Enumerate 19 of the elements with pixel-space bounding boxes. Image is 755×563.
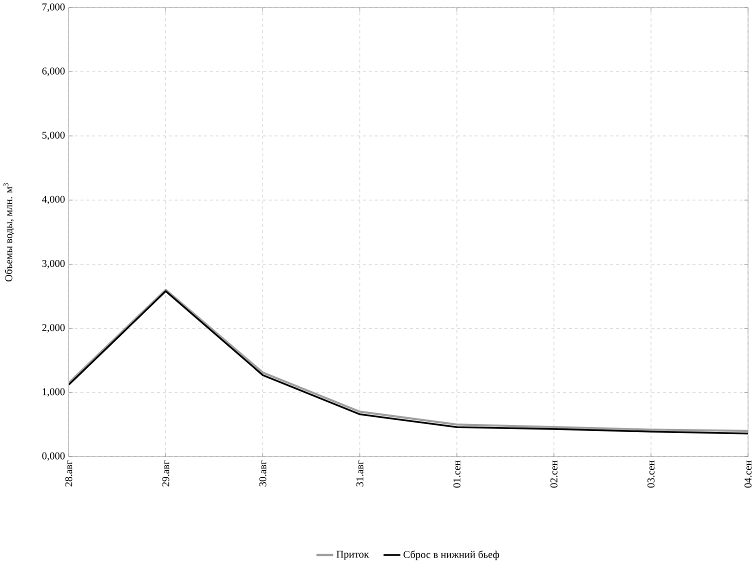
legend-label: Сброс в нижний бьеф — [404, 550, 500, 560]
x-tick-label: 29.авг — [162, 460, 170, 486]
y-tick-label: 4,000 — [42, 196, 65, 204]
x-tick-label: 28.авг — [65, 460, 72, 486]
x-tick-label: 01.сен — [453, 460, 460, 488]
y-axis-title: Объемы воды, млн. м$^{3}$ — [3, 183, 14, 282]
legend-label: Приток — [336, 550, 369, 560]
y-tick-label: 3,000 — [42, 260, 65, 268]
y-tick-label: 5,000 — [42, 132, 65, 140]
y-tick-label: 1,000 — [42, 388, 65, 397]
x-tick-label: 04.сен — [744, 460, 752, 488]
x-tick-label: 02.сен — [550, 460, 558, 488]
y-tick-label: 6,000 — [42, 67, 65, 76]
x-tick-label: 30.авг — [259, 460, 266, 486]
x-tick-label: 31.авг — [356, 460, 364, 486]
x-tick-label: 03.сен — [647, 460, 655, 488]
y-tick-label: 2,000 — [42, 324, 65, 332]
y-tick-label: 7,000 — [42, 3, 65, 12]
y-tick-label: 0,000 — [42, 452, 65, 461]
